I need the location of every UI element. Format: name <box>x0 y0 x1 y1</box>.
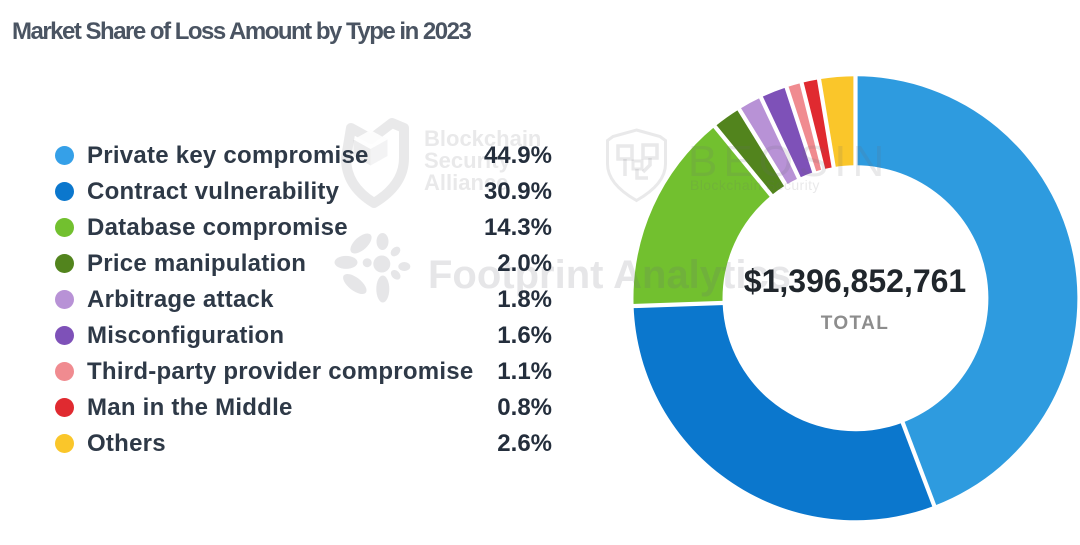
svg-text:BEOSIN: BEOSIN <box>688 137 890 186</box>
svg-text:Footprint Analytics: Footprint Analytics <box>428 253 791 297</box>
svg-text:Security: Security <box>424 148 512 173</box>
svg-text:Blockchain Security: Blockchain Security <box>690 177 820 193</box>
svg-text:Blockchain: Blockchain <box>424 126 541 151</box>
svg-text:Alliance: Alliance <box>424 170 508 195</box>
